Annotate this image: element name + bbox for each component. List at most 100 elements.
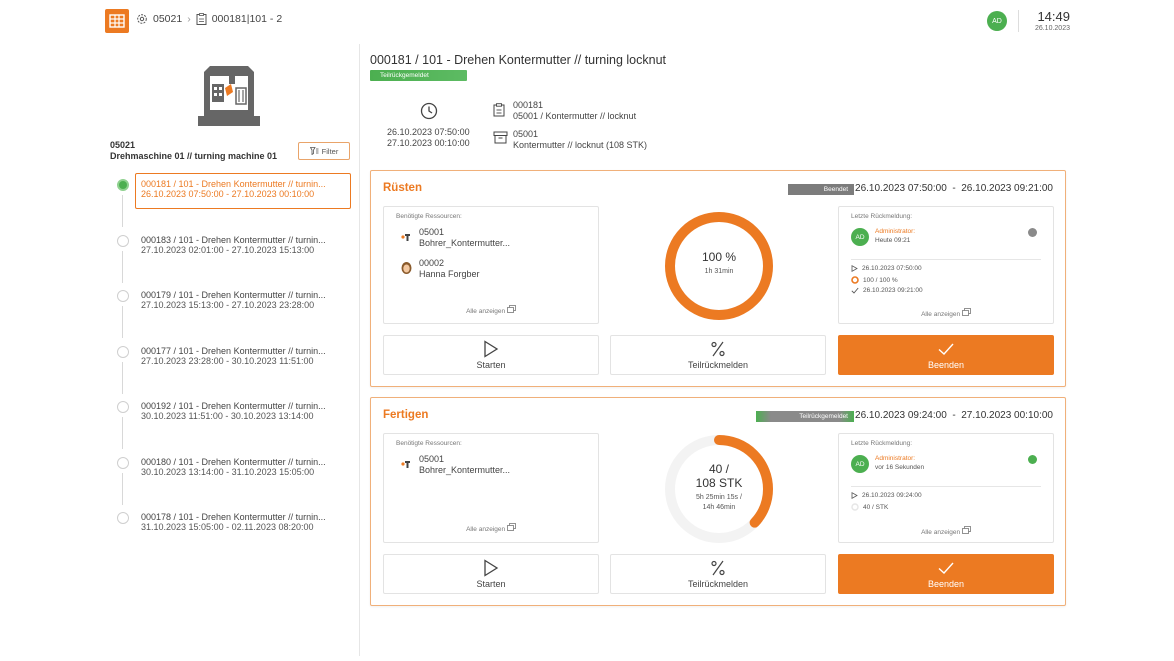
breadcrumb-order[interactable]: 000181|101 - 2 — [211, 13, 283, 25]
show-all-feedback-link[interactable]: Alle anzeigen — [839, 308, 1053, 318]
finish-label: Beenden — [927, 579, 965, 589]
progress-donut: 40 / 108 STK 5h 25min 15s / 14h 46min — [663, 433, 775, 545]
order-title: 000181 / 101 - Drehen Kontermutter // tu… — [141, 179, 326, 189]
order-status-dot — [117, 290, 129, 302]
timeline-line — [122, 362, 123, 394]
order-info: 000181 05001 / Kontermutter // locknut — [513, 100, 636, 122]
section-dates: 26.10.2023 09:24:00 - 27.10.2023 00:10:0… — [855, 410, 1053, 421]
order-title: 000180 / 101 - Drehen Kontermutter // tu… — [141, 457, 326, 467]
order-range: 26.10.2023 07:50:00 - 27.10.2023 00:10:0… — [141, 189, 315, 199]
status-badge: Teilrückgemeldet — [370, 70, 467, 81]
resource-item: 05001 Bohrer_Kontermutter... — [400, 227, 510, 249]
order-title: 000178 / 101 - Drehen Kontermutter // tu… — [141, 512, 326, 522]
order-range: 27.10.2023 02:01:00 - 27.10.2023 15:13:0… — [141, 245, 315, 255]
order-status-dot — [117, 179, 129, 191]
machine-name: Drehmaschine 01 // turning machine 01 — [110, 151, 278, 161]
order-item-000181[interactable]: 000181 / 101 - Drehen Kontermutter // tu… — [112, 173, 352, 227]
partial-feedback-button[interactable]: Teilrückmelden — [610, 554, 826, 594]
filter-icon — [309, 147, 319, 155]
order-card[interactable]: 000183 / 101 - Drehen Kontermutter // tu… — [135, 229, 351, 265]
resources-label: Benötigte Ressourcen: — [396, 213, 462, 220]
order-card[interactable]: 000180 / 101 - Drehen Kontermutter // tu… — [135, 451, 351, 487]
user-avatar[interactable]: AD — [987, 11, 1007, 31]
show-all-label: Alle anzeigen — [466, 526, 506, 533]
order-range: 30.10.2023 11:51:00 - 30.10.2023 13:14:0… — [141, 411, 314, 421]
progress-arc — [665, 212, 773, 320]
app-logo-icon[interactable] — [105, 9, 129, 33]
last-feedback-box: Letzte Rückmeldung: AD Administrator: vo… — [838, 433, 1054, 543]
order-card[interactable]: 000192 / 101 - Drehen Kontermutter // tu… — [135, 395, 351, 431]
order-range: 31.10.2023 15:05:00 - 02.11.2023 08:20:0… — [141, 522, 314, 532]
order-range: 27.10.2023 23:28:00 - 30.10.2023 11:51:0… — [141, 356, 314, 366]
feedback-start-line: 26.10.2023 09:24:00 — [851, 492, 922, 499]
finish-button[interactable]: Beenden — [838, 335, 1054, 375]
order-item-000180[interactable]: 000180 / 101 - Drehen Kontermutter // tu… — [112, 451, 352, 505]
feedback-progress-line: 100 / 100 % — [851, 276, 898, 284]
resource-name: Bohrer_Kontermutter... — [419, 465, 511, 475]
partial-feedback-label: Teilrückmelden — [687, 579, 749, 589]
clock: 14:49 26.10.2023 — [1024, 9, 1070, 32]
article-number: 05001 — [513, 129, 539, 139]
order-dates: 26.10.2023 07:50:00 27.10.2023 00:10:00 — [387, 127, 470, 149]
order-range: 27.10.2023 15:13:00 - 27.10.2023 23:28:0… — [141, 300, 315, 310]
order-status-dot — [117, 235, 129, 247]
feedback-label: Letzte Rückmeldung: — [851, 440, 913, 447]
resource-id: 05001 — [419, 227, 445, 237]
last-feedback-box: Letzte Rückmeldung: AD Administrator: He… — [838, 206, 1054, 324]
person-icon — [400, 261, 412, 274]
feedback-avatar: AD — [851, 228, 869, 246]
breadcrumb: 05021 › 000181|101 - 2 — [136, 13, 282, 25]
clock-icon — [420, 102, 438, 120]
progress-count: 40 / — [708, 462, 729, 476]
start-button[interactable]: Starten — [383, 335, 599, 375]
clipboard-icon — [493, 103, 505, 117]
feedback-status-dot — [1028, 228, 1037, 237]
progress-value: 100 % — [701, 250, 737, 264]
partial-feedback-button[interactable]: Teilrückmelden — [610, 335, 826, 375]
breadcrumb-separator: › — [187, 13, 191, 25]
order-item-000177[interactable]: 000177 / 101 - Drehen Kontermutter // tu… — [112, 340, 352, 394]
section-end: 26.10.2023 09:21:00 — [961, 183, 1053, 194]
order-status-dot — [117, 457, 129, 469]
order-item-000178[interactable]: 000178 / 101 - Drehen Kontermutter // tu… — [112, 506, 352, 542]
progress-total: 108 STK — [695, 476, 743, 490]
order-card[interactable]: 000179 / 101 - Drehen Kontermutter // tu… — [135, 284, 351, 320]
order-item-000183[interactable]: 000183 / 101 - Drehen Kontermutter // tu… — [112, 229, 352, 283]
show-all-feedback-link[interactable]: Alle anzeigen — [839, 526, 1053, 536]
show-all-resources-link[interactable]: Alle anzeigen — [384, 305, 598, 315]
breadcrumb-machine[interactable]: 05021 — [153, 13, 183, 25]
partial-feedback-label: Teilrückmelden — [687, 360, 749, 370]
show-all-resources-link[interactable]: Alle anzeigen — [384, 523, 598, 533]
order-item-000179[interactable]: 000179 / 101 - Drehen Kontermutter // tu… — [112, 284, 352, 338]
feedback-time: vor 16 Sekunden — [875, 464, 925, 471]
order-card[interactable]: 000177 / 101 - Drehen Kontermutter // tu… — [135, 340, 351, 376]
section-start: 26.10.2023 07:50:00 — [855, 183, 947, 194]
feedback-start-line: 26.10.2023 07:50:00 — [851, 265, 922, 272]
article-description: Kontermutter // locknut (108 STK) — [513, 140, 648, 150]
order-range: 30.10.2023 13:14:00 - 31.10.2023 15:05:0… — [141, 467, 315, 477]
top-bar: 05021 › 000181|101 - 2 AD 14:49 26.10.20… — [0, 0, 1174, 40]
filter-button[interactable]: Filter — [298, 142, 350, 160]
clock-time: 14:49 — [1037, 9, 1070, 24]
article-info: 05001 Kontermutter // locknut (108 STK) — [513, 129, 647, 151]
order-status-dot — [117, 346, 129, 358]
start-button[interactable]: Starten — [383, 554, 599, 594]
progress-ring-icon — [851, 276, 859, 284]
start-label: Starten — [476, 579, 506, 589]
copy-icon — [507, 523, 516, 531]
check-icon — [938, 343, 954, 355]
clipboard-icon — [196, 13, 207, 25]
timeline-line — [122, 473, 123, 505]
section-setup: Rüsten Beendet 26.10.2023 07:50:00 - 26.… — [370, 170, 1066, 387]
progress-planned: 14h 46min — [702, 504, 736, 511]
percent-icon — [711, 341, 725, 357]
finish-button[interactable]: Beenden — [838, 554, 1054, 594]
order-card[interactable]: 000178 / 101 - Drehen Kontermutter // tu… — [135, 506, 351, 542]
play-icon — [484, 559, 499, 577]
box-icon — [493, 131, 508, 144]
order-item-000192[interactable]: 000192 / 101 - Drehen Kontermutter // tu… — [112, 395, 352, 449]
resources-label: Benötigte Ressourcen: — [396, 440, 462, 447]
feedback-status-dot — [1028, 455, 1037, 464]
order-card[interactable]: 000181 / 101 - Drehen Kontermutter // tu… — [135, 173, 351, 209]
resource-name: Hanna Forgber — [419, 269, 480, 279]
